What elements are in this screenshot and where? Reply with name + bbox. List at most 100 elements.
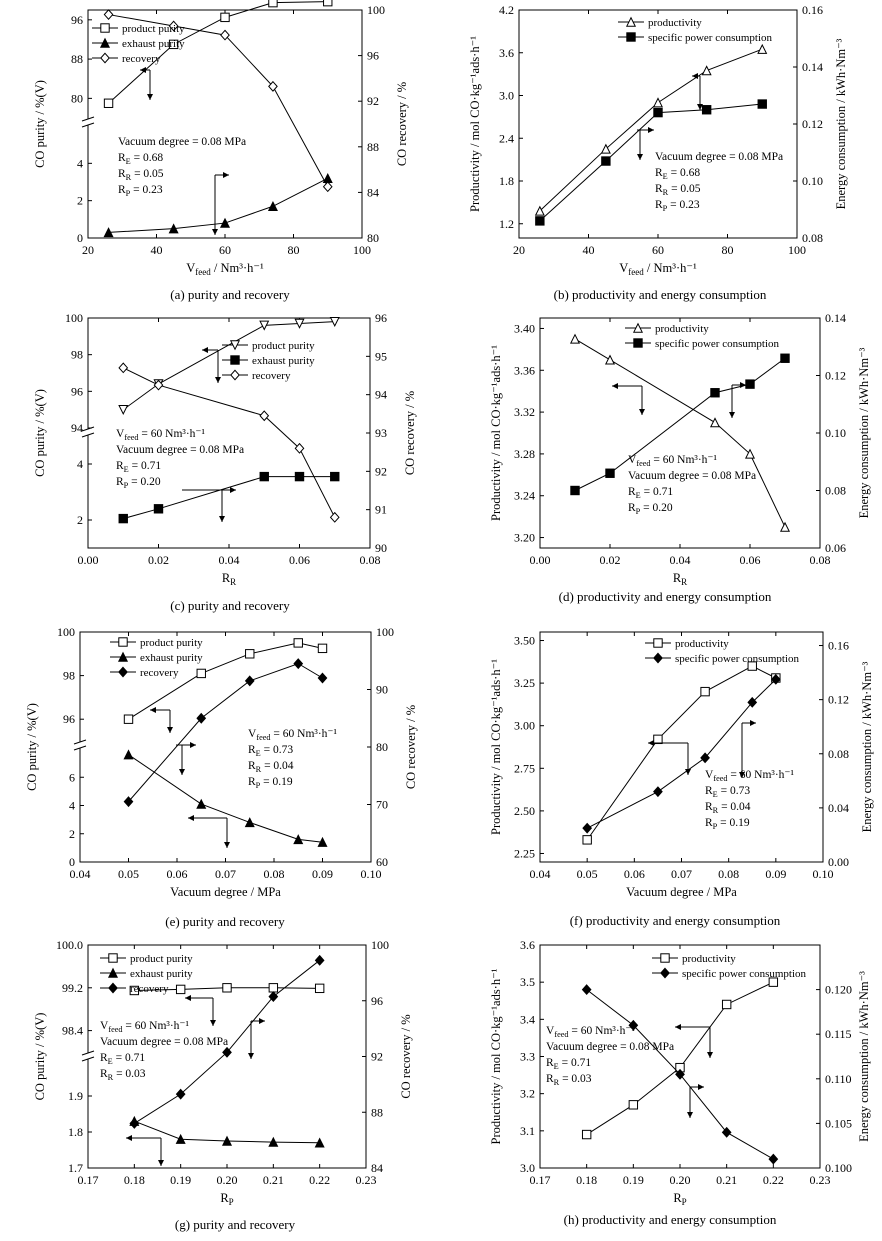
data-point-exhaust-purity	[330, 471, 340, 482]
data-point-exhaust-purity	[221, 1135, 233, 1146]
x-tick-label: 0.18	[124, 1173, 145, 1187]
data-point-product-purity	[123, 714, 134, 724]
data-point-recovery	[322, 181, 333, 193]
x-tick-label: 0.19	[170, 1173, 191, 1187]
x-tick-label: 0.04	[70, 867, 91, 881]
legend-marker	[229, 340, 241, 351]
data-point-productivity	[747, 661, 757, 671]
legend-label: productivity	[675, 638, 729, 650]
y-right-tick-label: 95	[375, 349, 387, 363]
x-tick-label: 0.08	[360, 553, 381, 567]
data-point-recovery	[175, 1088, 186, 1100]
x-tick-label: 100	[788, 243, 806, 257]
data-point-recovery	[153, 379, 164, 391]
legend-label: specific power consumption	[648, 32, 773, 44]
data-point-exhaust-purity	[123, 749, 134, 760]
data-point-product-purity	[118, 404, 129, 415]
y-right-axis-label: CO recovery / %	[399, 1014, 413, 1098]
y-left-tick-label: 4	[77, 457, 83, 471]
data-point-specific-power-consumption	[710, 388, 720, 398]
y-left-tick-label: 2	[69, 827, 75, 841]
axis-break-mark	[81, 122, 95, 128]
y-left-tick-label: 0	[69, 855, 75, 869]
data-point-product-purity	[259, 320, 270, 331]
panel-caption: (e) purity and recovery	[165, 914, 285, 929]
data-point-exhaust-purity	[168, 223, 179, 234]
y-left-tick-label: 98	[71, 348, 83, 362]
arrow-left-axis-indicator	[188, 815, 230, 848]
legend-marker	[107, 967, 119, 978]
y-right-tick-label: 70	[376, 798, 388, 812]
y-right-tick-label: 93	[375, 426, 387, 440]
y-right-axis-label: CO recovery / %	[395, 82, 409, 166]
data-point-specific-power-consumption	[605, 468, 615, 478]
y-right-axis-label: Energy consumption / kWh·Nm⁻³	[857, 347, 871, 518]
x-tick-label: 0.08	[810, 553, 831, 567]
panel-caption: (h) productivity and energy consumption	[564, 1212, 777, 1227]
data-point-specific-power-consumption	[653, 107, 663, 118]
y-right-tick-label: 92	[375, 464, 387, 478]
data-point-product-purity	[222, 983, 232, 993]
condition-annotation: RR​ = 0.04	[705, 801, 751, 815]
axis-break-gap	[82, 119, 94, 125]
x-tick-label: 0.22	[309, 1173, 330, 1187]
y-left-tick-label: 3.5	[520, 975, 535, 989]
legend-marker	[118, 637, 128, 647]
condition-annotation: RP​ = 0.20	[116, 476, 161, 490]
legend-label: product purity	[130, 953, 193, 965]
legend-label: productivity	[648, 17, 702, 29]
x-tick-label: 0.05	[118, 867, 139, 881]
y-left-axis-label: Productivity / mol CO·kg⁻¹ads·h⁻¹	[489, 659, 503, 835]
legend-marker	[100, 52, 110, 64]
panel-caption: (g) purity and recovery	[175, 1217, 296, 1232]
x-tick-label: 40	[583, 243, 595, 257]
legend-marker	[108, 982, 118, 994]
y-left-tick-label: 1.7	[68, 1161, 83, 1175]
y-left-tick-label: 3.2	[520, 1087, 535, 1101]
x-tick-label: 0.00	[530, 553, 551, 567]
axis-break-mark	[81, 1050, 95, 1056]
data-point-exhaust-purity	[219, 217, 231, 228]
legend-label: specific power consumption	[682, 968, 807, 980]
y-left-tick-label: 98	[63, 669, 75, 683]
arrow-right-axis-indicator	[176, 742, 196, 775]
x-tick-label: 100	[353, 243, 371, 257]
panel-caption: (f) productivity and energy consumption	[570, 913, 781, 928]
condition-annotation: RR​ = 0.04	[248, 760, 294, 774]
y-right-tick-label: 92	[371, 1050, 383, 1064]
data-point-productivity	[628, 1100, 639, 1110]
data-point-product-purity	[323, 0, 333, 7]
y-right-tick-label: 90	[376, 683, 388, 697]
condition-annotation: RE​ = 0.73	[248, 744, 293, 758]
y-right-tick-label: 0.14	[825, 311, 846, 325]
legend-marker	[118, 666, 128, 678]
condition-annotation: RE​ = 0.73	[705, 785, 750, 799]
arrow-right-axis-indicator	[729, 382, 746, 418]
data-point-specific-power-consumption	[535, 216, 545, 226]
data-point-recovery	[259, 410, 270, 422]
y-left-tick-label: 96	[63, 712, 75, 726]
y-right-tick-label: 0.105	[825, 1116, 852, 1130]
y-left-tick-label: 80	[71, 91, 83, 105]
y-left-tick-label: 3.20	[514, 531, 535, 545]
x-axis-label: RR​	[673, 571, 687, 587]
condition-annotation: Vfeed​ = 60 Nm³·h⁻¹	[100, 1020, 190, 1034]
data-point-productivity	[600, 143, 611, 154]
condition-annotation: RP​ = 0.19	[705, 817, 750, 831]
y-right-tick-label: 91	[375, 503, 387, 517]
data-point-productivity	[534, 205, 545, 216]
panel-caption: (c) purity and recovery	[170, 598, 290, 613]
legend-marker	[230, 355, 240, 365]
y-right-tick-label: 0.08	[828, 747, 849, 761]
y-left-tick-label: 100.0	[56, 938, 83, 952]
y-left-tick-label: 98.4	[62, 1024, 83, 1038]
y-right-tick-label: 0.100	[825, 1161, 852, 1175]
panel-h: 0.17 0.18 0.19 0.20 0.21 0.22 0.23 3.0 3.1 3.2 3.3…	[489, 938, 871, 1227]
y-left-tick-label: 3.00	[514, 719, 535, 733]
condition-annotation: Vfeed​ = 60 Nm³·h⁻¹	[705, 769, 795, 783]
x-tick-label: 0.17	[78, 1173, 99, 1187]
data-point-exhaust-purity	[268, 1136, 279, 1147]
data-point-product-purity	[245, 649, 255, 659]
y-right-tick-label: 0.12	[825, 369, 846, 383]
condition-annotation: Vacuum degree = 0.08 MPa	[655, 151, 783, 163]
